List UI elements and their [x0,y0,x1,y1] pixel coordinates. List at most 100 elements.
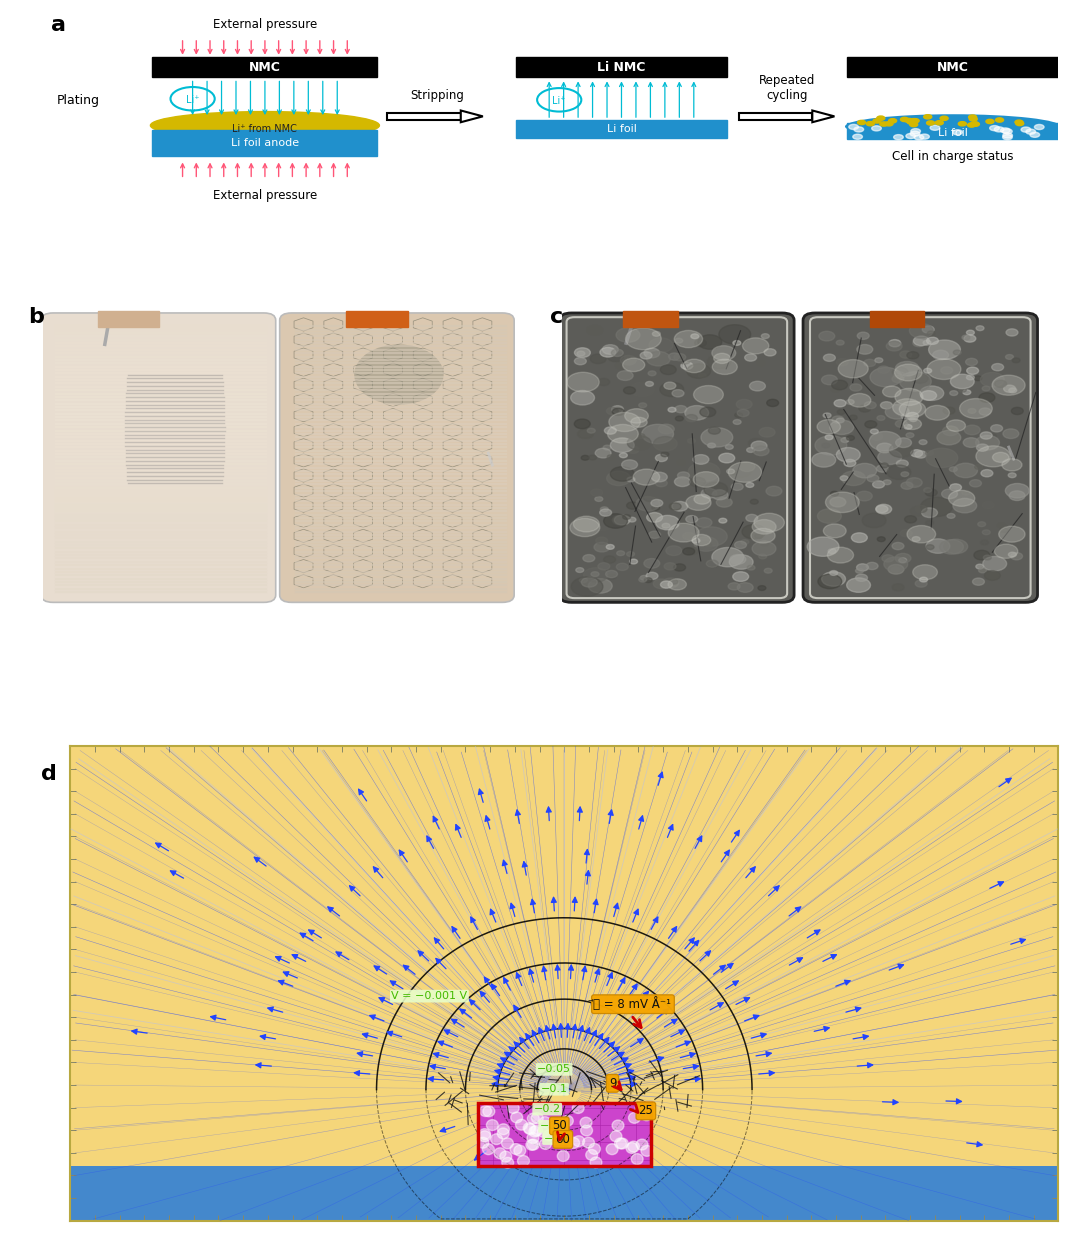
Circle shape [854,127,864,132]
Circle shape [1030,132,1040,137]
Circle shape [552,1120,564,1131]
Circle shape [596,538,608,544]
Circle shape [964,425,981,435]
Circle shape [903,418,921,429]
Circle shape [823,354,835,361]
Circle shape [953,498,976,513]
Circle shape [626,502,638,509]
Circle shape [958,122,967,126]
Circle shape [892,367,908,377]
Circle shape [611,349,623,356]
Circle shape [841,438,849,443]
Circle shape [640,1110,652,1121]
Circle shape [527,1133,539,1143]
Circle shape [623,514,631,519]
Circle shape [914,480,921,485]
Circle shape [822,572,846,586]
Circle shape [923,369,932,374]
Circle shape [666,546,681,556]
Circle shape [539,1117,551,1127]
Circle shape [943,407,955,414]
Circle shape [748,439,765,448]
Circle shape [946,420,966,432]
Circle shape [747,565,755,570]
Circle shape [974,550,989,560]
Circle shape [995,380,1007,387]
Circle shape [832,380,848,390]
Circle shape [1009,552,1016,557]
Circle shape [683,533,694,540]
Circle shape [701,428,732,448]
Text: Repeated
cycling: Repeated cycling [759,74,815,102]
Circle shape [877,416,885,420]
Circle shape [508,1102,519,1113]
FancyBboxPatch shape [280,313,514,603]
Circle shape [766,486,782,496]
Text: Stripping: Stripping [410,89,464,102]
Circle shape [877,443,893,453]
Circle shape [895,420,907,428]
Circle shape [674,477,690,487]
Circle shape [944,539,968,554]
Circle shape [670,503,681,510]
Circle shape [947,513,955,518]
Text: V = −0.001 V: V = −0.001 V [391,991,468,1001]
Circle shape [510,1144,522,1154]
Circle shape [968,408,976,413]
Circle shape [823,413,831,418]
Circle shape [926,448,958,467]
Circle shape [895,438,912,448]
Circle shape [892,375,904,382]
Circle shape [873,481,885,488]
Circle shape [698,335,721,349]
Circle shape [940,540,963,554]
Circle shape [664,562,676,570]
Circle shape [677,472,689,480]
Circle shape [588,428,595,433]
Circle shape [610,1131,622,1142]
Circle shape [631,417,647,427]
Circle shape [883,480,891,485]
Circle shape [841,428,853,435]
Circle shape [847,578,870,592]
Circle shape [732,572,748,582]
Circle shape [1009,388,1016,393]
Circle shape [982,386,990,391]
Circle shape [901,414,909,419]
Circle shape [687,547,699,555]
Circle shape [981,540,988,545]
Circle shape [858,332,869,339]
Circle shape [660,365,676,375]
Circle shape [913,536,920,541]
Circle shape [642,1145,652,1157]
Circle shape [1002,134,1012,139]
Circle shape [919,440,927,445]
Circle shape [995,127,1004,132]
Circle shape [969,117,977,121]
Circle shape [896,460,908,467]
Circle shape [674,354,686,361]
Circle shape [745,354,757,361]
Circle shape [729,555,753,570]
Circle shape [700,407,716,417]
Circle shape [620,453,627,457]
Circle shape [906,433,914,438]
Circle shape [530,1124,542,1136]
Circle shape [1021,127,1030,132]
Circle shape [993,375,1025,396]
Circle shape [604,556,616,563]
Circle shape [680,363,692,370]
Circle shape [498,1123,510,1134]
Circle shape [991,364,1003,371]
Circle shape [529,1126,541,1137]
Circle shape [923,488,932,492]
Circle shape [490,1133,502,1144]
Circle shape [988,434,997,439]
Bar [152,129,377,157]
Circle shape [822,443,829,448]
Circle shape [823,524,846,538]
Circle shape [708,427,720,434]
Circle shape [838,360,868,377]
Circle shape [570,518,599,536]
Circle shape [640,576,648,581]
